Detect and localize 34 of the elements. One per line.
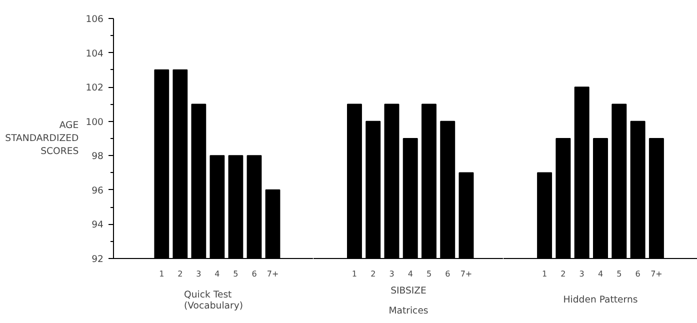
y-tick-label: 100 — [86, 116, 104, 128]
x-tick-label: 3 — [389, 270, 394, 278]
x-tick-label: 2 — [178, 270, 183, 278]
y-tick-label: 102 — [86, 82, 104, 94]
y-tick-label: 92 — [92, 254, 104, 265]
text: Quick Test (Vocabulary) — [184, 290, 243, 312]
x-tick-label: 2 — [370, 270, 376, 278]
text: Matrices — [388, 306, 428, 316]
x-tick-label: 2 — [560, 270, 566, 278]
x-tick-label: 5 — [616, 270, 622, 278]
x-tick-label: 1 — [352, 270, 358, 278]
x-tick-label: 3 — [196, 270, 202, 278]
x-tick-label: 7+ — [266, 270, 279, 278]
x-tick-label: 7+ — [460, 270, 472, 278]
x-tick-label: 7+ — [650, 270, 662, 278]
x-tick-label: 6 — [635, 270, 640, 278]
x-tick-label: 1 — [542, 270, 548, 278]
y-tick-label: 98 — [92, 151, 104, 162]
y-tick-label: 96 — [92, 185, 104, 196]
x-tick-label: 3 — [579, 270, 584, 278]
x-tick-label: 5 — [233, 270, 238, 278]
x-tick-label: 6 — [252, 270, 257, 278]
y-axis-title: AGE STANDARDIZED SCORES — [5, 120, 79, 158]
y-tick-label: 94 — [92, 220, 104, 231]
x-tick-label: 6 — [445, 270, 450, 278]
x-axis-title: SIBSIZE — [390, 286, 427, 296]
x-tick-label: 5 — [426, 270, 432, 278]
x-tick-label: 1 — [159, 270, 164, 278]
text: Hidden Patterns — [563, 294, 638, 306]
x-tick-label: 4 — [598, 270, 604, 278]
y-tick-label: 106 — [86, 14, 104, 25]
x-tick-label: 4 — [408, 270, 413, 278]
y-tick-label: 104 — [86, 48, 104, 60]
x-tick-label: 4 — [214, 270, 220, 278]
